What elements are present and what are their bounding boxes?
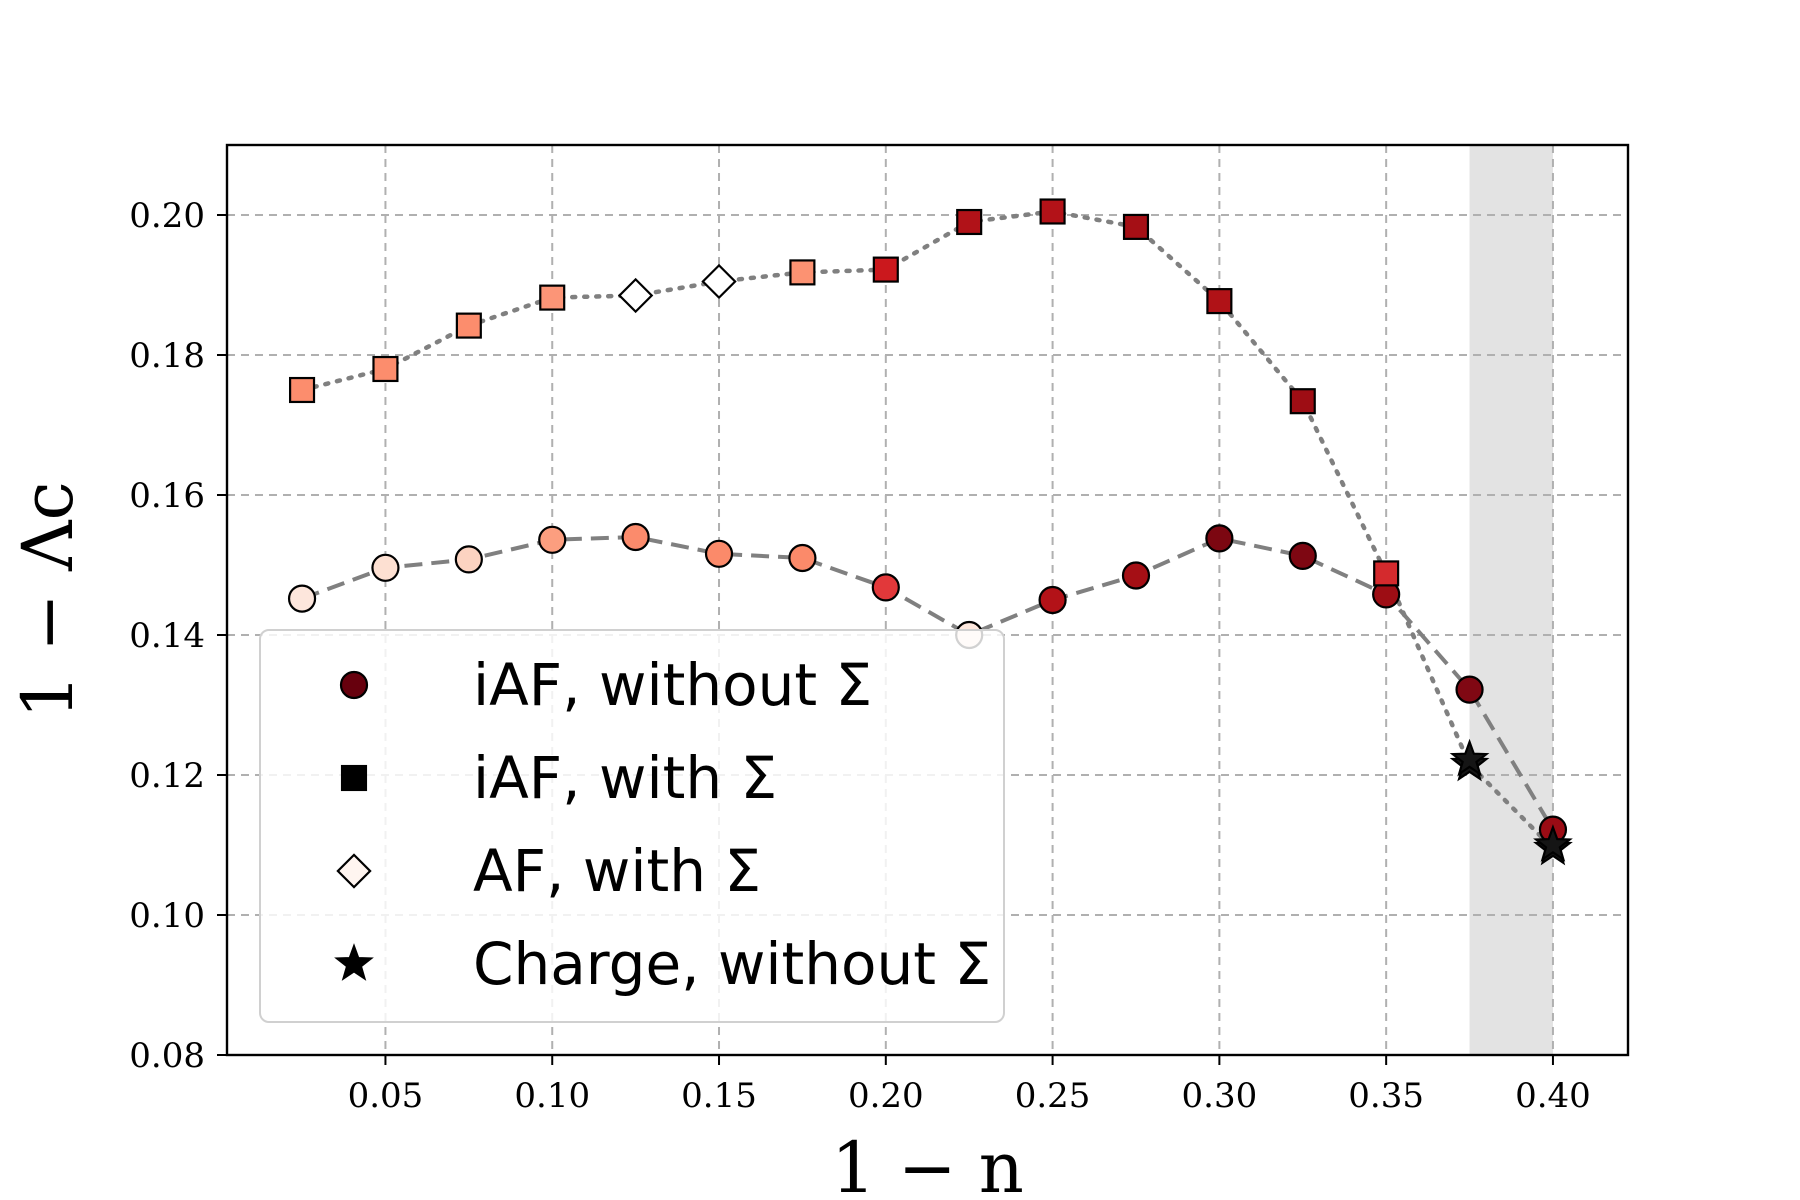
data-point-with-sigma bbox=[872, 256, 899, 283]
legend-entry: Charge, without Σ bbox=[334, 930, 991, 998]
data-point-without-sigma bbox=[788, 543, 817, 573]
y-tick-label: 0.18 bbox=[129, 336, 205, 376]
legend-marker-circle bbox=[339, 670, 369, 700]
data-point-without-sigma bbox=[704, 539, 734, 568]
y-tick-label: 0.12 bbox=[129, 756, 205, 796]
legend-entry: iAF, without Σ bbox=[339, 651, 872, 719]
data-point-with-sigma bbox=[1289, 388, 1316, 415]
x-tick-label: 0.25 bbox=[1015, 1076, 1091, 1116]
x-tick-label: 0.30 bbox=[1182, 1076, 1258, 1116]
y-tick-label: 0.08 bbox=[129, 1036, 205, 1076]
data-point-without-sigma bbox=[371, 553, 400, 582]
y-tick-label: 0.16 bbox=[129, 476, 205, 516]
legend-marker-square bbox=[340, 764, 368, 792]
x-tick-label: 0.15 bbox=[681, 1076, 757, 1116]
data-point-without-sigma bbox=[538, 525, 567, 554]
data-point-charge-without-sigma bbox=[1533, 824, 1573, 862]
data-point-without-sigma bbox=[1038, 585, 1067, 615]
data-point-without-sigma bbox=[1121, 561, 1151, 590]
y-tick-label: 0.20 bbox=[129, 196, 205, 236]
data-point-with-sigma bbox=[789, 259, 816, 286]
shaded-region-layer bbox=[1469, 145, 1553, 1055]
data-point-with-sigma bbox=[617, 277, 654, 314]
data-point-charge-without-sigma bbox=[1449, 738, 1490, 777]
x-tick-label: 0.10 bbox=[514, 1076, 590, 1116]
y-tick-label: 0.14 bbox=[129, 616, 205, 656]
data-point-without-sigma bbox=[287, 584, 317, 613]
data-point-without-sigma bbox=[871, 573, 900, 602]
data-point-with-sigma bbox=[701, 263, 737, 300]
data-point-without-sigma bbox=[1288, 541, 1317, 571]
x-tick-label: 0.40 bbox=[1515, 1076, 1591, 1116]
series-line-without_sigma bbox=[301, 534, 1555, 831]
data-point-without-sigma bbox=[454, 545, 483, 574]
legend: iAF, without Σ iAF, with Σ AF, with Σ Charg… bbox=[259, 629, 1005, 1023]
legend-label: iAF, without Σ bbox=[473, 651, 872, 719]
data-point-with-sigma bbox=[1206, 288, 1233, 315]
data-point-with-sigma bbox=[956, 208, 983, 236]
legend-label: AF, with Σ bbox=[473, 837, 761, 905]
x-tick-label: 0.35 bbox=[1348, 1076, 1424, 1116]
shaded-region bbox=[1469, 145, 1553, 1055]
series-line-with_sigma bbox=[299, 209, 1556, 851]
x-tick-label: 0.20 bbox=[848, 1076, 924, 1116]
data-point-with-sigma bbox=[1122, 213, 1150, 240]
data-point-without-sigma bbox=[621, 522, 650, 552]
legend-marker-star bbox=[334, 943, 374, 981]
data-point-with-sigma bbox=[455, 312, 482, 339]
data-point-without-sigma bbox=[1455, 675, 1484, 704]
legend-entry: iAF, with Σ bbox=[340, 744, 777, 812]
data-point-with-sigma bbox=[288, 376, 316, 404]
legend-marker-diamond bbox=[336, 853, 372, 889]
data-point-with-sigma bbox=[1039, 198, 1066, 225]
legend-entry: AF, with Σ bbox=[336, 837, 761, 905]
legend-label: Charge, without Σ bbox=[473, 930, 991, 998]
plot-frame bbox=[225, 143, 1630, 1057]
y-axis-label: 1 − Λc bbox=[7, 481, 89, 718]
data-point-without-sigma bbox=[1205, 524, 1234, 553]
ticks-layer: 0.05 0.10 0.15 0.20 0.25 0.30 0.35 0.40 0.08 0.10… bbox=[129, 196, 1591, 1116]
data-point-with-sigma bbox=[539, 284, 566, 311]
legend-box bbox=[259, 629, 1005, 1023]
y-tick-label: 0.10 bbox=[129, 896, 205, 936]
x-axis-label: 1 − n bbox=[831, 1127, 1024, 1200]
series-lines-layer bbox=[299, 209, 1556, 851]
legend-label: iAF, with Σ bbox=[473, 744, 777, 812]
x-tick-label: 0.05 bbox=[348, 1076, 424, 1116]
data-point-with-sigma bbox=[372, 355, 399, 383]
data-point-with-sigma bbox=[1373, 560, 1400, 587]
